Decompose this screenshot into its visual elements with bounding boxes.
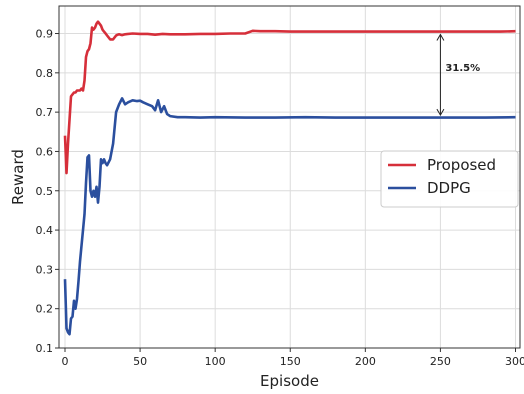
x-axis-label: Episode (260, 372, 319, 390)
y-tick-label: 0.2 (36, 303, 54, 316)
y-tick-label: 0.3 (36, 263, 54, 276)
x-tick-label: 200 (355, 355, 376, 368)
x-tick-label: 100 (205, 355, 226, 368)
x-tick-label: 0 (62, 355, 69, 368)
x-tick-label: 250 (430, 355, 451, 368)
annotation: 31.5% (436, 33, 480, 117)
y-tick-label: 0.7 (36, 106, 54, 119)
y-tick-label: 0.5 (36, 185, 54, 198)
plot-frame (55, 5, 521, 352)
x-tick-label: 50 (133, 355, 147, 368)
legend-label-ddpg: DDPG (427, 179, 471, 197)
y-tick-label: 0.9 (36, 28, 54, 41)
x-tick-label: 300 (505, 355, 524, 368)
y-tick-label: 0.4 (36, 224, 54, 237)
x-tick-label: 150 (280, 355, 301, 368)
y-axis-label: Reward (9, 149, 27, 205)
tick-labels: 0 50 100 150 200 250 300 0.1 0.2 0.3 0.4 0.5 0.6 0.7 0… (36, 28, 524, 368)
legend-label-proposed: Proposed (427, 156, 496, 174)
series-line-ddpg (63, 97, 516, 336)
y-tick-label: 0.8 (36, 67, 54, 80)
annotation-arrow-head-up (436, 33, 445, 41)
legend: Proposed DDPG (380, 150, 519, 208)
series-lines (63, 20, 516, 336)
annotation-arrow-head-down (436, 108, 445, 117)
y-tick-label: 0.6 (36, 145, 54, 158)
plot-border (58, 5, 521, 349)
y-tick-label: 0.1 (36, 342, 54, 355)
series-line-proposed (63, 20, 516, 175)
annotation-label: 31.5% (445, 63, 480, 74)
